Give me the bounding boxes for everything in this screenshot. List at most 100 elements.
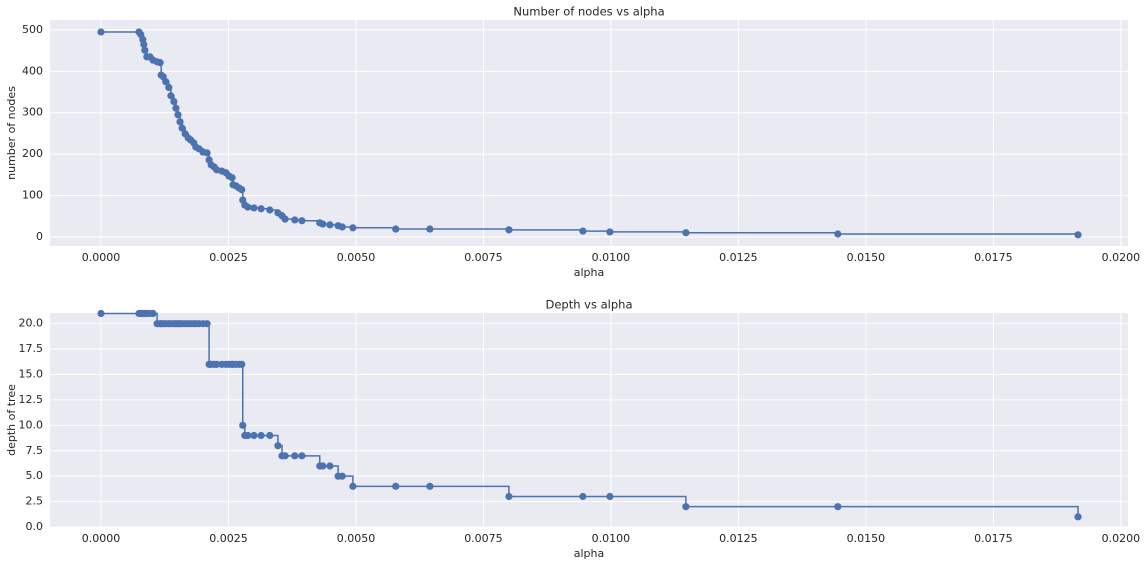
y-axis-label: depth of tree <box>5 384 18 456</box>
point <box>203 149 211 157</box>
x-tick-label: 0.0125 <box>719 251 758 264</box>
y-tick-label: 0.0 <box>26 520 44 533</box>
point <box>176 118 184 126</box>
y-tick-label: 300 <box>22 106 43 119</box>
x-tick-label: 0.0125 <box>719 532 758 545</box>
point <box>579 492 587 501</box>
x-tick-label: 0.0200 <box>1102 532 1141 545</box>
x-axis-label: alpha <box>574 547 605 560</box>
point <box>244 203 252 211</box>
point <box>141 46 149 54</box>
y-tick-label: 20.0 <box>19 317 44 330</box>
point <box>165 83 173 92</box>
y-axis-label: number of nodes <box>5 86 18 180</box>
x-tick-label: 0.0025 <box>209 251 248 264</box>
point <box>834 503 842 511</box>
point <box>326 462 334 470</box>
point <box>319 462 327 470</box>
point <box>97 28 105 36</box>
point <box>606 228 614 236</box>
point <box>682 229 690 237</box>
point <box>257 205 265 213</box>
x-tick-label: 0.0200 <box>1102 251 1141 264</box>
point <box>238 186 246 194</box>
point <box>338 472 346 480</box>
x-tick-label: 0.0175 <box>974 251 1013 264</box>
y-tick-label: 400 <box>22 64 43 77</box>
x-tick-label: 0.0075 <box>464 251 503 264</box>
y-tick-label: 500 <box>22 23 43 36</box>
point <box>266 431 274 440</box>
point <box>97 309 105 318</box>
point <box>682 503 690 511</box>
point <box>392 482 400 490</box>
point <box>238 360 246 368</box>
point <box>606 492 614 501</box>
point <box>319 220 327 228</box>
point <box>1074 231 1082 239</box>
point <box>281 215 289 223</box>
x-tick-label: 0.0050 <box>337 251 376 264</box>
y-tick-label: 12.5 <box>19 393 44 406</box>
y-tick-label: 10.0 <box>19 418 44 431</box>
point <box>349 482 357 490</box>
point <box>298 217 306 225</box>
plot-area <box>50 20 1128 246</box>
y-tick-label: 7.5 <box>26 444 44 457</box>
point <box>257 431 265 440</box>
point <box>228 174 236 182</box>
point <box>392 225 400 233</box>
point <box>174 111 182 119</box>
point <box>326 221 334 229</box>
chart-title: Depth vs alpha <box>545 298 632 312</box>
chart-title: Number of nodes vs alpha <box>513 5 664 19</box>
point <box>426 225 434 233</box>
point <box>250 431 258 440</box>
point <box>291 216 299 224</box>
point <box>203 320 211 328</box>
point <box>505 492 513 501</box>
point <box>170 97 178 106</box>
y-tick-label: 200 <box>22 147 43 160</box>
point <box>156 59 164 67</box>
x-tick-label: 0.0050 <box>337 532 376 545</box>
x-tick-label: 0.0150 <box>847 251 886 264</box>
point <box>426 482 434 490</box>
y-tick-label: 0 <box>36 230 43 243</box>
y-tick-label: 15.0 <box>19 368 44 381</box>
y-tick-label: 5.0 <box>26 469 44 482</box>
y-tick-label: 2.5 <box>26 495 44 508</box>
point <box>298 452 306 460</box>
point <box>579 227 587 235</box>
x-tick-label: 0.0100 <box>592 251 631 264</box>
x-tick-label: 0.0150 <box>847 532 886 545</box>
plot-area <box>50 313 1128 527</box>
y-tick-label: 17.5 <box>19 342 44 355</box>
point <box>834 230 842 238</box>
point <box>281 452 289 460</box>
x-tick-label: 0.0025 <box>209 532 248 545</box>
point <box>244 431 252 440</box>
point <box>338 223 346 231</box>
point <box>349 224 357 232</box>
x-tick-label: 0.0000 <box>82 532 121 545</box>
x-tick-label: 0.0100 <box>592 532 631 545</box>
point <box>250 204 258 212</box>
x-tick-label: 0.0175 <box>974 532 1013 545</box>
point <box>213 360 221 368</box>
x-tick-label: 0.0075 <box>464 532 503 545</box>
point <box>149 309 157 318</box>
point <box>1074 513 1082 521</box>
point <box>167 92 175 100</box>
y-tick-label: 100 <box>22 189 43 202</box>
x-axis-label: alpha <box>574 266 605 279</box>
point <box>274 442 282 450</box>
x-tick-label: 0.0000 <box>82 251 121 264</box>
point <box>162 78 170 86</box>
point <box>239 421 247 429</box>
point <box>266 206 274 214</box>
point <box>140 40 148 49</box>
point <box>172 104 180 112</box>
point <box>178 124 186 132</box>
